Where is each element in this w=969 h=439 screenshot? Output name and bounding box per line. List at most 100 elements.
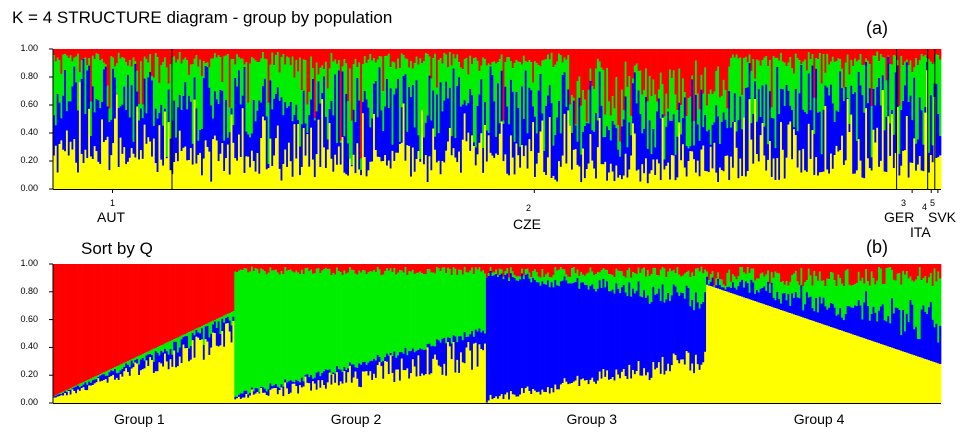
bar-b-segment bbox=[815, 264, 818, 277]
bar-a-segment bbox=[524, 145, 527, 189]
bar-a-segment bbox=[345, 94, 348, 175]
bar-a-segment bbox=[323, 147, 326, 189]
bar-b-segment bbox=[110, 264, 113, 369]
bar-a-segment bbox=[147, 137, 150, 189]
bar-b-segment bbox=[423, 375, 426, 403]
bar-b-segment bbox=[702, 362, 705, 403]
bar-b-segment bbox=[391, 372, 394, 403]
bar-b-segment bbox=[630, 264, 633, 278]
bar-b-segment bbox=[147, 264, 150, 352]
bar-b-segment bbox=[189, 264, 193, 332]
bar-a-segment bbox=[656, 49, 659, 102]
bar-a-segment bbox=[733, 49, 736, 58]
bar-b-segment bbox=[604, 287, 607, 377]
bar-a-segment bbox=[213, 91, 217, 136]
bar-b-segment bbox=[474, 342, 477, 403]
bar-a-segment bbox=[402, 103, 405, 189]
bar-a-segment bbox=[911, 120, 914, 163]
bar-a-segment bbox=[363, 56, 366, 92]
bar-b-segment bbox=[332, 374, 335, 403]
bar-a-segment bbox=[842, 87, 846, 102]
bar-b-segment bbox=[896, 308, 899, 350]
bar-b-segment bbox=[478, 264, 481, 268]
bar-b-segment bbox=[215, 319, 218, 329]
bar-b-segment bbox=[319, 387, 322, 403]
bar-b-segment bbox=[71, 264, 74, 388]
bar-b-segment bbox=[212, 332, 215, 403]
bar-b-segment bbox=[645, 264, 648, 277]
bar-a-segment bbox=[93, 146, 96, 189]
bar-a-segment bbox=[326, 149, 329, 189]
bar-b-segment bbox=[915, 326, 918, 356]
bar-a-segment bbox=[254, 121, 257, 172]
bar-b-segment bbox=[106, 382, 109, 403]
bar-a-segment bbox=[210, 181, 213, 189]
bar-a-segment bbox=[230, 114, 233, 189]
bar-b-segment bbox=[67, 264, 70, 390]
bar-a-segment bbox=[929, 95, 933, 156]
bar-a-segment bbox=[608, 49, 611, 102]
bar-b-segment bbox=[604, 264, 607, 270]
bar-b-segment bbox=[678, 295, 681, 364]
bar-b-segment bbox=[582, 282, 585, 379]
bar-a-segment bbox=[397, 58, 400, 79]
bar-a-segment bbox=[241, 108, 244, 189]
bar-a-segment bbox=[855, 61, 859, 141]
bar-b-segment bbox=[443, 363, 446, 403]
bar-a-segment bbox=[915, 57, 918, 144]
bar-a-segment bbox=[306, 104, 309, 133]
bar-b-segment bbox=[71, 387, 74, 389]
bar-b-segment bbox=[780, 264, 783, 283]
bar-b-segment bbox=[171, 354, 174, 367]
bar-a-segment bbox=[678, 122, 681, 189]
bar-b-segment bbox=[613, 277, 616, 294]
bar-a-segment bbox=[487, 132, 490, 136]
bar-a-segment bbox=[339, 164, 342, 189]
bar-b-segment bbox=[162, 264, 165, 345]
bar-a-segment bbox=[620, 179, 624, 189]
bar-b-segment bbox=[693, 373, 696, 403]
bar-a-segment bbox=[617, 125, 620, 150]
bar-b-segment bbox=[694, 264, 698, 269]
bar-b-segment bbox=[419, 264, 422, 272]
bar-a-segment bbox=[672, 49, 675, 71]
bar-b-segment bbox=[546, 264, 550, 273]
bar-b-segment bbox=[846, 264, 849, 270]
bar-b-segment bbox=[928, 360, 931, 403]
bar-b-segment bbox=[65, 264, 69, 390]
bar-a-segment bbox=[556, 181, 559, 189]
bar-a-segment bbox=[365, 49, 368, 63]
bar-a-segment bbox=[596, 147, 600, 189]
bar-a-segment bbox=[424, 155, 428, 189]
bar-b-segment bbox=[918, 267, 921, 340]
bar-a-segment bbox=[552, 67, 555, 146]
bar-a-segment bbox=[913, 49, 916, 68]
bar-a-segment bbox=[406, 59, 409, 132]
bar-a-segment bbox=[743, 49, 746, 59]
bar-b-segment bbox=[498, 268, 502, 275]
bar-a-segment bbox=[352, 49, 355, 64]
bar-b-segment bbox=[828, 264, 831, 280]
bar-a-segment bbox=[387, 160, 391, 189]
bar-a-segment bbox=[419, 49, 422, 59]
bar-a-segment bbox=[324, 116, 328, 169]
bar-a-segment bbox=[493, 49, 496, 62]
bar-b-segment bbox=[67, 391, 70, 403]
bar-b-segment bbox=[212, 264, 215, 321]
bar-a-segment bbox=[184, 49, 187, 58]
bar-a-segment bbox=[711, 94, 714, 125]
bar-b-segment bbox=[787, 285, 790, 294]
bar-b-segment bbox=[576, 375, 579, 403]
bar-a-segment bbox=[415, 56, 418, 81]
bar-a-segment bbox=[232, 125, 235, 143]
bar-a-segment bbox=[112, 143, 115, 189]
bar-b-segment bbox=[367, 272, 370, 363]
bar-b-segment bbox=[902, 351, 905, 403]
bar-b-segment bbox=[450, 264, 453, 275]
bar-b-segment bbox=[454, 336, 457, 373]
bar-a-segment bbox=[101, 119, 104, 189]
bar-b-segment bbox=[143, 368, 146, 403]
bar-b-segment bbox=[545, 274, 548, 285]
bar-a-segment bbox=[905, 49, 909, 60]
bar-b-segment bbox=[743, 297, 746, 403]
